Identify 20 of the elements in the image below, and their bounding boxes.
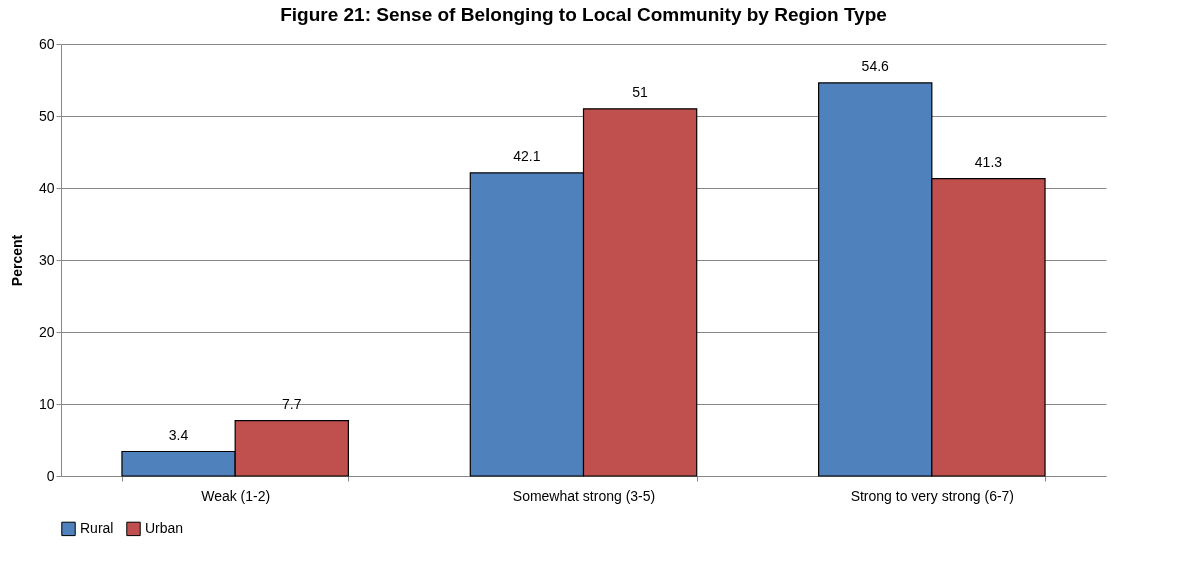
data-label: 51 — [632, 83, 649, 100]
x-tick-label: Weak (1-2) — [201, 487, 271, 504]
y-tick-label: 0 — [46, 467, 55, 484]
data-label: 42.1 — [513, 147, 541, 164]
legend-label: Rural — [80, 519, 114, 536]
x-tick-label: Strong to very strong (6-7) — [850, 487, 1015, 504]
data-label: 54.6 — [861, 57, 890, 74]
y-axis-title: Percent — [8, 234, 25, 287]
x-tick-label: Somewhat strong (3-5) — [512, 487, 656, 504]
y-tick-label: 20 — [38, 323, 55, 340]
y-tick-label: 30 — [38, 251, 55, 268]
chart-title: Figure 21: Sense of Belonging to Local Community by Region Type — [280, 4, 887, 25]
data-label: 3.4 — [168, 426, 189, 443]
y-tick-label: 10 — [38, 395, 55, 412]
y-tick-label: 60 — [38, 35, 55, 52]
legend-label: Urban — [145, 519, 184, 536]
y-tick-label: 50 — [38, 107, 55, 124]
data-label: 7.7 — [282, 395, 302, 412]
data-label: 41.3 — [974, 153, 1003, 170]
y-tick-label: 40 — [38, 179, 55, 196]
